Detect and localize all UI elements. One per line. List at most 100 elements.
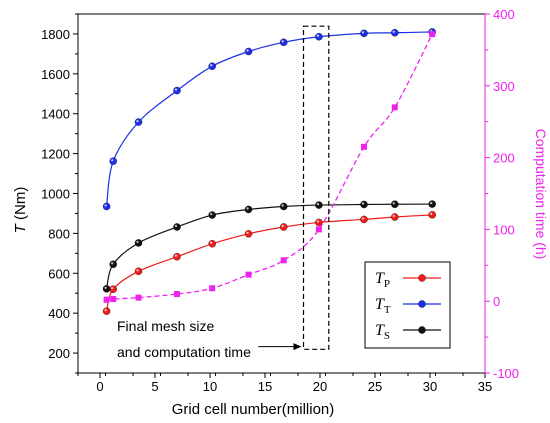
- annotation-line-1: Final mesh size: [117, 318, 214, 334]
- data-point-highlight: [361, 217, 365, 220]
- data-point-highlight: [281, 224, 284, 228]
- left-y-tick-label: 200: [48, 346, 70, 361]
- series-computation-time: [103, 31, 436, 303]
- data-point: [360, 29, 368, 38]
- x-tick-label: 30: [423, 379, 437, 394]
- data-point-highlight: [174, 88, 178, 91]
- data-point: [428, 200, 436, 208]
- data-point-highlight: [246, 231, 249, 234]
- left-axis-label: T (Nm): [12, 187, 29, 234]
- data-point-highlight: [111, 262, 114, 265]
- legend-label-sub: S: [384, 330, 390, 342]
- data-point-highlight: [316, 202, 320, 206]
- data-point-highlight: [104, 204, 107, 207]
- data-point: [208, 62, 216, 71]
- annotation-layer: Final mesh size and computation time: [117, 25, 330, 360]
- series-t-s: [102, 200, 436, 293]
- data-point: [134, 118, 143, 126]
- data-point-highlight: [210, 64, 213, 67]
- data-point: [391, 200, 399, 209]
- legend-marker: [418, 326, 426, 334]
- data-point: [102, 285, 111, 293]
- data-point-highlight: [136, 269, 139, 272]
- right-axis-label: Computation time (h): [533, 129, 549, 260]
- x-tick-label: 0: [96, 379, 103, 394]
- annotation-box: [302, 25, 330, 350]
- legend-label: TP: [375, 270, 390, 290]
- series-t-t: [102, 28, 436, 211]
- data-point-highlight: [246, 207, 249, 210]
- left-axis-label-symbol: T: [12, 222, 29, 233]
- data-point-highlight: [281, 40, 284, 43]
- data-point: [134, 267, 143, 276]
- data-point: [245, 271, 252, 278]
- x-tick-label: 10: [203, 379, 217, 394]
- data-point: [428, 211, 436, 219]
- data-point: [102, 202, 111, 211]
- data-point-highlight: [136, 240, 139, 244]
- data-point: [361, 143, 367, 150]
- annotation-line-2: and computation time: [117, 344, 251, 360]
- left-y-tick-label: 1400: [41, 107, 70, 122]
- data-point: [173, 223, 181, 231]
- data-point: [208, 240, 216, 248]
- data-point: [135, 294, 142, 301]
- left-axis-label-unit: (Nm): [12, 187, 29, 225]
- legend-label-sub: T: [384, 304, 391, 316]
- data-point: [391, 28, 399, 37]
- data-point: [279, 223, 288, 231]
- left-y-tick-label: 1800: [41, 27, 70, 42]
- x-tick-label: 5: [151, 379, 158, 394]
- legend-label-main: T: [375, 270, 385, 287]
- x-axis-label: Grid cell number(million): [172, 401, 335, 418]
- right-y-tick-label: 300: [493, 79, 515, 94]
- data-point-highlight: [111, 287, 114, 290]
- data-point: [280, 257, 287, 264]
- data-point: [315, 226, 322, 233]
- data-point-highlight: [136, 119, 139, 123]
- data-point: [208, 211, 216, 219]
- series-line: [106, 33, 433, 301]
- data-point: [391, 104, 398, 111]
- data-point: [109, 260, 117, 269]
- left-y-tick-label: 800: [48, 226, 70, 241]
- data-point: [103, 296, 110, 303]
- data-point-highlight: [174, 224, 178, 228]
- data-point: [244, 205, 253, 214]
- left-axis-ticks: 200 400 600 800 1000 1200 1400 1600 1800: [41, 13, 78, 374]
- data-point: [244, 47, 253, 56]
- right-y-tick-label: 200: [493, 151, 515, 166]
- data-point: [173, 86, 181, 95]
- data-point-highlight: [174, 254, 178, 257]
- data-point: [209, 285, 216, 292]
- data-point: [279, 202, 288, 211]
- data-point: [360, 200, 368, 209]
- data-point: [173, 252, 181, 261]
- right-axis-ticks: -100 0 100 200 300 400: [485, 7, 519, 381]
- legend-label-sub: P: [384, 278, 390, 290]
- series-t-p: [102, 211, 436, 315]
- x-axis-ticks: 0 5 10 15 20 25 30 35: [77, 373, 492, 394]
- data-point-highlight: [361, 202, 365, 205]
- data-point-highlight: [316, 220, 320, 223]
- left-y-tick-label: 1000: [41, 187, 70, 202]
- right-y-tick-label: -100: [493, 366, 519, 381]
- legend-label-main: T: [375, 296, 385, 313]
- legend-marker: [418, 300, 426, 308]
- data-point: [102, 307, 111, 315]
- data-point-highlight: [111, 158, 114, 162]
- annotation-arrow-head: [293, 343, 302, 351]
- left-y-tick-label: 400: [48, 306, 70, 321]
- data-point: [360, 215, 368, 224]
- data-point-highlight: [361, 31, 365, 34]
- data-point: [174, 291, 180, 298]
- data-point-highlight: [430, 201, 433, 205]
- x-tick-label: 35: [478, 379, 492, 394]
- series-layer: [102, 28, 436, 315]
- left-y-tick-label: 600: [48, 266, 70, 281]
- data-point-highlight: [281, 204, 284, 207]
- x-tick-label: 25: [368, 379, 382, 394]
- data-point: [134, 239, 143, 247]
